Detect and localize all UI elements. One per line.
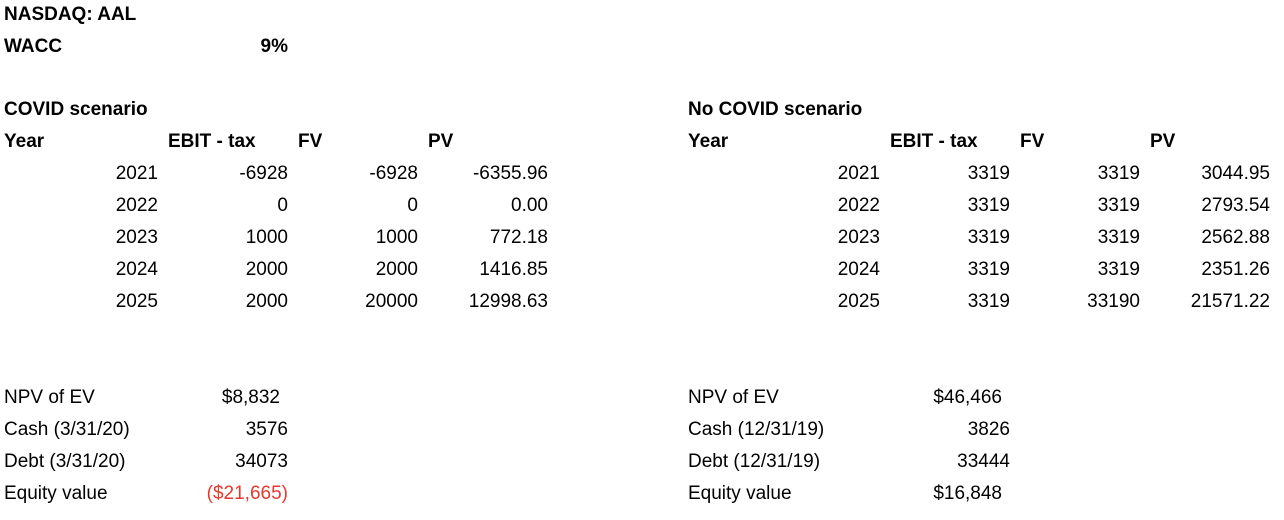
covid-equity-label: Equity value	[4, 483, 108, 504]
covid-col-fv: FV	[298, 131, 323, 152]
covid-pv-cell: 772.18	[489, 227, 548, 248]
covid-pv-cell: 1416.85	[479, 259, 548, 280]
nocovid-col-year: Year	[688, 131, 729, 152]
covid-fv-cell: -6928	[369, 163, 418, 184]
nocovid-pv-cell: 2351.26	[1201, 259, 1270, 280]
covid-ebit-cell: 1000	[245, 227, 288, 248]
covid-fv-cell: 2000	[375, 259, 418, 280]
covid-pv-cell: -6355.96	[472, 163, 548, 184]
nocovid-fv-cell: 33190	[1087, 291, 1140, 312]
nocovid-col-fv: FV	[1020, 131, 1045, 152]
covid-year-cell: 2023	[115, 227, 158, 248]
covid-pv-cell: 0.00	[511, 195, 548, 216]
covid-scenario-title: COVID scenario	[4, 99, 148, 120]
nocovid-debt-label: Debt (12/31/19)	[688, 451, 821, 472]
covid-debt-label: Debt (3/31/20)	[4, 451, 126, 472]
nocovid-ebit-cell: 3319	[967, 163, 1010, 184]
nocovid-year-cell: 2023	[837, 227, 880, 248]
covid-ebit-cell: 2000	[245, 259, 288, 280]
covid-year-cell: 2024	[115, 259, 158, 280]
nocovid-fv-cell: 3319	[1097, 195, 1140, 216]
covid-ebit-cell: 2000	[245, 291, 288, 312]
nocovid-cash-label: Cash (12/31/19)	[688, 419, 825, 440]
nocovid-fv-cell: 3319	[1097, 163, 1140, 184]
covid-ebit-cell: 0	[277, 195, 288, 216]
covid-year-cell: 2021	[115, 163, 158, 184]
nocovid-year-cell: 2024	[837, 259, 880, 280]
covid-cash-label: Cash (3/31/20)	[4, 419, 130, 440]
nocovid-equity-value: $16,848	[933, 483, 1002, 504]
covid-year-cell: 2025	[115, 291, 158, 312]
nocovid-debt-value: 33444	[957, 451, 1010, 472]
nocovid-ebit-cell: 3319	[967, 291, 1010, 312]
nocovid-ebit-cell: 3319	[967, 259, 1010, 280]
ticker-label: NASDAQ: AAL	[4, 4, 137, 25]
covid-pv-cell: 12998.63	[468, 291, 548, 312]
nocovid-npv-value: $46,466	[933, 387, 1002, 408]
wacc-label: WACC	[4, 36, 63, 57]
covid-fv-cell: 20000	[365, 291, 418, 312]
nocovid-pv-cell: 2793.54	[1201, 195, 1270, 216]
covid-col-year: Year	[4, 131, 45, 152]
nocovid-pv-cell: 21571.22	[1190, 291, 1270, 312]
covid-col-ebit: EBIT - tax	[168, 131, 256, 152]
covid-cash-value: 3576	[245, 419, 288, 440]
covid-npv-label: NPV of EV	[4, 387, 95, 408]
nocovid-ebit-cell: 3319	[967, 195, 1010, 216]
nocovid-ebit-cell: 3319	[967, 227, 1010, 248]
nocovid-equity-label: Equity value	[688, 483, 792, 504]
nocovid-year-cell: 2021	[837, 163, 880, 184]
nocovid-pv-cell: 2562.88	[1201, 227, 1270, 248]
covid-fv-cell: 1000	[375, 227, 418, 248]
covid-debt-value: 34073	[235, 451, 288, 472]
nocovid-scenario-title: No COVID scenario	[688, 99, 863, 120]
nocovid-fv-cell: 3319	[1097, 259, 1140, 280]
covid-ebit-cell: -6928	[239, 163, 288, 184]
nocovid-npv-label: NPV of EV	[688, 387, 779, 408]
nocovid-fv-cell: 3319	[1097, 227, 1140, 248]
covid-col-pv: PV	[428, 131, 454, 152]
wacc-value: 9%	[260, 36, 288, 57]
nocovid-pv-cell: 3044.95	[1201, 163, 1270, 184]
nocovid-year-cell: 2025	[837, 291, 880, 312]
nocovid-year-cell: 2022	[837, 195, 880, 216]
nocovid-col-pv: PV	[1150, 131, 1176, 152]
nocovid-col-ebit: EBIT - tax	[890, 131, 978, 152]
covid-npv-value: $8,832	[221, 387, 280, 408]
nocovid-cash-value: 3826	[967, 419, 1010, 440]
covid-equity-value: ($21,665)	[206, 483, 288, 504]
covid-fv-cell: 0	[407, 195, 418, 216]
covid-year-cell: 2022	[115, 195, 158, 216]
